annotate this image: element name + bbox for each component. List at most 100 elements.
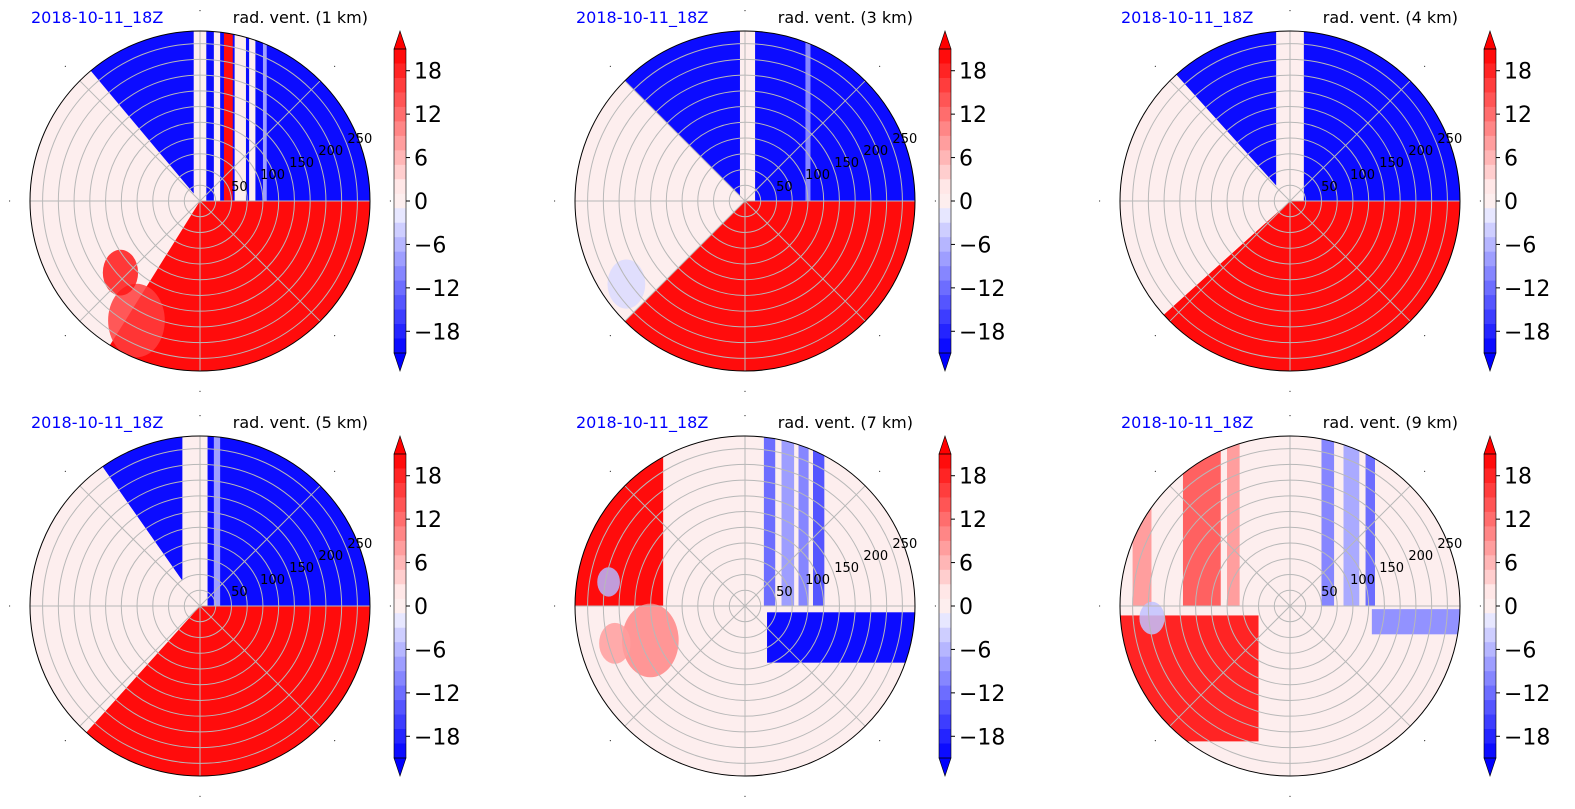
colorbar-segment [394, 511, 406, 527]
colorbar-segment [394, 598, 406, 614]
colorbar-segment [939, 295, 951, 311]
theta-tick [64, 470, 66, 472]
plot-boundary [574, 435, 916, 777]
colorbar-tick-label: −18 [959, 320, 1005, 345]
radial-tick-label: 200 [863, 144, 888, 159]
polar-grid [1120, 436, 1460, 776]
colorbar-segment [939, 598, 951, 614]
colorbar-segment [939, 511, 951, 527]
colorbar-segment [939, 584, 951, 600]
azimuth-spoke [79, 200, 201, 322]
theta-tick [934, 200, 936, 202]
theta-tick [1289, 415, 1291, 417]
colorbar-segment [939, 700, 951, 716]
colorbar-segment [394, 540, 406, 556]
colorbar-segment [394, 482, 406, 498]
colorbar-segment [939, 497, 951, 513]
colorbar-tick-label: 6 [1504, 147, 1518, 172]
velocity-sector-0 [1163, 201, 1460, 371]
radial-tick-label: 150 [834, 156, 859, 171]
colorbar-segment [939, 743, 951, 759]
colorbar-segment [939, 642, 951, 658]
radial-tick-label: 50 [776, 180, 793, 195]
panel-3km: 2018-10-11_18Z rad. vent. (3 km) 50 100 15… [545, 0, 1065, 400]
date-label: 2018-10-11_18Z [1121, 413, 1254, 432]
velocity-patch-2 [597, 567, 620, 597]
velocity-patch-1 [102, 249, 139, 296]
colorbar-segment [1484, 482, 1496, 498]
velocity-sector-1 [1176, 31, 1460, 202]
colorbar-tick-label: 18 [414, 465, 442, 490]
colorbar-segment [1484, 193, 1496, 209]
colorbar-segment [939, 671, 951, 687]
theta-tick [64, 65, 66, 67]
colorbar-segment [939, 208, 951, 224]
colorbar-segment [394, 642, 406, 658]
velocity-stripe-4 [1343, 436, 1360, 606]
colorbar-segment [939, 468, 951, 484]
colorbar-tick-label: 6 [959, 552, 973, 577]
theta-tick [1289, 9, 1291, 12]
panel-9km: 2018-10-11_18Z rad. vent. (9 km) 50 100 15… [1090, 405, 1575, 805]
radial-tick-label: 100 [1350, 168, 1375, 183]
colorbar-segment [394, 569, 406, 585]
azimuth-spoke [744, 485, 866, 607]
colorbar-segment [394, 251, 406, 267]
colorbar-extend-max [393, 30, 407, 50]
colorbar-segment [939, 482, 951, 498]
theta-tick [389, 200, 391, 202]
theta-tick [334, 740, 336, 742]
polar-plot: 50 100 150 200 250 18 12 6 0 −6 −12 −18 [8, 9, 460, 392]
colorbar-segment [394, 729, 406, 745]
velocity-stripe-5 [262, 31, 267, 201]
colorbar-tick-label: 18 [959, 465, 987, 490]
colorbar-segment [1484, 106, 1496, 122]
velocity-sector-1 [624, 31, 915, 201]
theta-tick [1289, 390, 1291, 392]
colorbar-segment [1484, 743, 1496, 759]
azimuth-spoke [744, 80, 866, 202]
colorbar-segment [394, 324, 406, 340]
azimuth-spoke [1169, 485, 1291, 607]
theta-tick [879, 740, 881, 742]
theta-tick [554, 200, 556, 202]
radial-tick-label: 200 [318, 144, 343, 159]
colorbar-segment [939, 540, 951, 556]
theta-tick [744, 390, 746, 392]
velocity-stripe-5 [1365, 436, 1375, 606]
colorbar-segment [1484, 121, 1496, 137]
velocity-stripe-5 [826, 436, 915, 606]
colorbar: 18 12 6 0 −6 −12 −18 [938, 435, 1005, 777]
radial-tick-label: 200 [863, 549, 888, 564]
radial-tick-label: 100 [1350, 573, 1375, 588]
colorbar-tick-label: 18 [1504, 465, 1532, 490]
panel-1km: 2018-10-11_18Z rad. vent. (1 km) 50 100 15… [0, 0, 520, 400]
colorbar-segment [939, 150, 951, 166]
polar-plot: 50 100 150 200 250 18 12 6 0 −6 −12 −18 [1099, 9, 1550, 392]
radial-tick-label: 50 [1321, 180, 1338, 195]
theta-tick [1099, 605, 1101, 607]
velocity-stripe-2 [1227, 436, 1240, 606]
velocity-stripe-0 [1132, 436, 1152, 606]
colorbar-segment [1484, 266, 1496, 282]
colorbar-tick-label: 6 [959, 147, 973, 172]
colorbar-segment [1484, 714, 1496, 730]
polar-plot: 50 100 150 200 250 18 12 6 0 −6 −12 −18 [554, 415, 1005, 797]
panel-title: rad. vent. (3 km) [777, 8, 913, 27]
theta-tick [609, 470, 611, 472]
colorbar-segment [394, 222, 406, 238]
velocity-stripe-1 [763, 436, 776, 606]
colorbar-segment [394, 49, 406, 64]
theta-tick [1154, 335, 1156, 337]
colorbar-segment [1484, 569, 1496, 585]
theta-tick [389, 605, 391, 607]
date-label: 2018-10-11_18Z [31, 413, 164, 432]
colorbar-segment [939, 237, 951, 253]
panel-title: rad. vent. (1 km) [232, 8, 368, 27]
velocity-band-0 [1120, 615, 1259, 742]
colorbar-tick-label: 12 [959, 508, 987, 533]
radial-tick-label: 100 [260, 168, 285, 183]
theta-tick [609, 335, 611, 337]
colorbar-segment [939, 324, 951, 340]
